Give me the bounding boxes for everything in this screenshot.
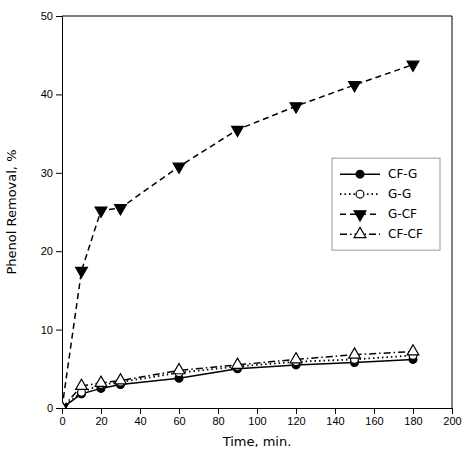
series-marker — [115, 374, 127, 384]
tick-label: 40 — [41, 88, 53, 100]
series-marker — [76, 267, 88, 277]
series-marker — [95, 207, 107, 217]
tick: 120 — [287, 408, 305, 427]
tick-mark — [218, 408, 219, 414]
x-axis-title: Time, min. — [222, 434, 292, 449]
plot: 0 20 40 60 80 100 120 140 160 180 200 0 10 20 30 40 50 CF… — [41, 10, 462, 427]
series-marker — [115, 205, 127, 215]
tick: 40 — [134, 408, 146, 427]
tick-mark — [140, 408, 141, 414]
tick-label: 0 — [47, 402, 53, 414]
series-marker — [62, 401, 68, 408]
tick: 60 — [173, 408, 185, 427]
tick: 100 — [248, 408, 266, 427]
tick-label: 140 — [326, 415, 344, 427]
tick-label: 30 — [41, 167, 53, 179]
frame — [62, 16, 452, 17]
legend-symbol — [354, 211, 366, 221]
legend-label: CF-CF — [388, 227, 423, 241]
legend-item: CF-G — [340, 167, 417, 181]
tick-mark — [179, 408, 180, 414]
tick-mark — [56, 408, 62, 409]
tick-label: 20 — [41, 245, 53, 257]
tick: 140 — [326, 408, 344, 427]
tick-label: 60 — [173, 415, 185, 427]
series-line — [62, 65, 413, 408]
legend-symbol — [356, 170, 364, 178]
series-marker — [232, 358, 244, 368]
tick-mark — [56, 94, 62, 95]
series-marker — [290, 353, 302, 363]
tick: 80 — [212, 408, 224, 427]
tick-label: 160 — [365, 415, 383, 427]
tick: 20 — [41, 245, 62, 257]
tick: 200 — [443, 408, 461, 427]
series-marker — [349, 348, 361, 358]
tick-label: 200 — [443, 415, 461, 427]
axis-line — [56, 17, 63, 409]
series-marker — [95, 376, 107, 386]
legend-item: G-CF — [340, 207, 417, 221]
series-marker — [290, 103, 302, 113]
y-axis: 0 10 20 30 40 50 — [41, 10, 63, 414]
tick-label: 40 — [134, 415, 146, 427]
tick: 180 — [404, 408, 422, 427]
series-marker — [349, 82, 361, 92]
series-line — [62, 352, 413, 408]
tick-label: 50 — [41, 10, 53, 22]
tick-label: 180 — [404, 415, 422, 427]
axis-line — [63, 409, 453, 415]
tick-mark — [56, 16, 62, 17]
x-axis: 0 20 40 60 80 100 120 140 160 180 200 — [59, 408, 461, 427]
tick-mark — [413, 408, 414, 414]
tick-mark — [452, 408, 453, 414]
tick: 40 — [41, 88, 62, 100]
legend-label: G-G — [388, 187, 411, 201]
legend-item: CF-CF — [340, 227, 423, 241]
legend-symbol — [354, 227, 366, 237]
series-marker — [173, 364, 185, 374]
tick: 160 — [365, 408, 383, 427]
tick-label: 80 — [212, 415, 224, 427]
tick: 30 — [41, 167, 62, 179]
legend-label: G-CF — [388, 207, 417, 221]
tick-label: 20 — [95, 415, 107, 427]
y-axis-title: Phenol Removal, % — [4, 150, 19, 275]
tick: 0 — [47, 402, 62, 414]
chart: 0 20 40 60 80 100 120 140 160 180 200 0 10 20 30 40 50 CF… — [0, 0, 474, 458]
series-marker — [232, 126, 244, 136]
tick-mark — [335, 408, 336, 414]
tick-mark — [101, 408, 102, 414]
series-marker — [407, 345, 419, 355]
tick-label: 100 — [248, 415, 266, 427]
tick: 50 — [41, 10, 62, 22]
series-marker — [76, 379, 88, 389]
legend-item: G-G — [340, 187, 411, 201]
tick-mark — [56, 173, 62, 174]
tick: 0 — [59, 408, 65, 427]
series-marker — [173, 163, 185, 173]
tick-mark — [296, 408, 297, 414]
tick-mark — [56, 251, 62, 252]
tick-label: 120 — [287, 415, 305, 427]
tick: 20 — [95, 408, 107, 427]
tick-mark — [257, 408, 258, 414]
legend-box — [332, 158, 440, 250]
frame — [452, 16, 453, 408]
tick-label: 0 — [59, 415, 65, 427]
tick: 10 — [41, 324, 62, 336]
legend-label: CF-G — [388, 167, 417, 181]
tick-mark — [374, 408, 375, 414]
series-marker — [407, 61, 419, 71]
tick-mark — [56, 330, 62, 331]
legend-symbol — [356, 190, 364, 198]
marks — [62, 61, 419, 408]
legend: CF-G G-G G-CF CF-CF — [332, 158, 440, 250]
tick-label: 10 — [41, 324, 53, 336]
